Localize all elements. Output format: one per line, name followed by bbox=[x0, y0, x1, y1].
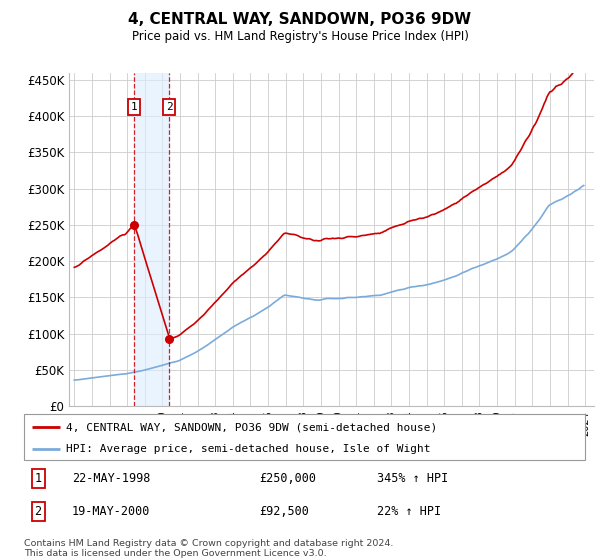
Text: 1: 1 bbox=[130, 102, 137, 112]
Text: Contains HM Land Registry data © Crown copyright and database right 2024.
This d: Contains HM Land Registry data © Crown c… bbox=[24, 539, 394, 558]
Text: Price paid vs. HM Land Registry's House Price Index (HPI): Price paid vs. HM Land Registry's House … bbox=[131, 30, 469, 43]
Text: 4, CENTRAL WAY, SANDOWN, PO36 9DW: 4, CENTRAL WAY, SANDOWN, PO36 9DW bbox=[128, 12, 472, 27]
Text: 345% ↑ HPI: 345% ↑ HPI bbox=[377, 472, 449, 485]
Text: 2: 2 bbox=[166, 102, 172, 112]
Text: 4, CENTRAL WAY, SANDOWN, PO36 9DW (semi-detached house): 4, CENTRAL WAY, SANDOWN, PO36 9DW (semi-… bbox=[66, 422, 437, 432]
Text: 19-MAY-2000: 19-MAY-2000 bbox=[71, 505, 150, 517]
Text: 22-MAY-1998: 22-MAY-1998 bbox=[71, 472, 150, 485]
Text: 2: 2 bbox=[34, 505, 41, 517]
Text: £250,000: £250,000 bbox=[260, 472, 317, 485]
Text: 22% ↑ HPI: 22% ↑ HPI bbox=[377, 505, 442, 517]
Text: £92,500: £92,500 bbox=[260, 505, 310, 517]
FancyBboxPatch shape bbox=[24, 414, 585, 460]
Bar bbox=[134, 73, 169, 406]
Text: 1: 1 bbox=[34, 472, 41, 485]
Text: HPI: Average price, semi-detached house, Isle of Wight: HPI: Average price, semi-detached house,… bbox=[66, 444, 431, 454]
